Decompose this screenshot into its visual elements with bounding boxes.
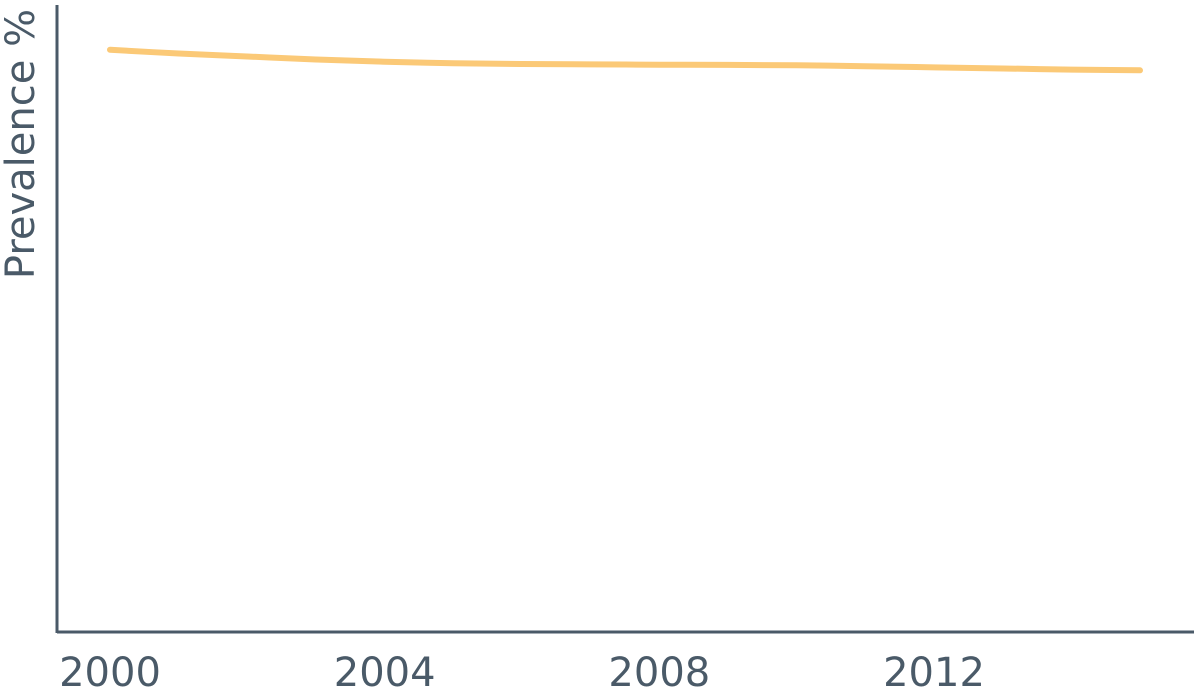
x-tick-labels: 2000 2004 2008 2012 [59, 650, 985, 696]
x-tick-label: 2004 [334, 650, 436, 696]
x-tick-label: 2000 [59, 650, 161, 696]
series-layer [107, 46, 1143, 74]
y-axis-title: Prevalence % [0, 9, 44, 279]
series-line [107, 46, 1143, 74]
x-tick-label: 2008 [608, 650, 710, 696]
x-tick-label: 2012 [883, 650, 985, 696]
